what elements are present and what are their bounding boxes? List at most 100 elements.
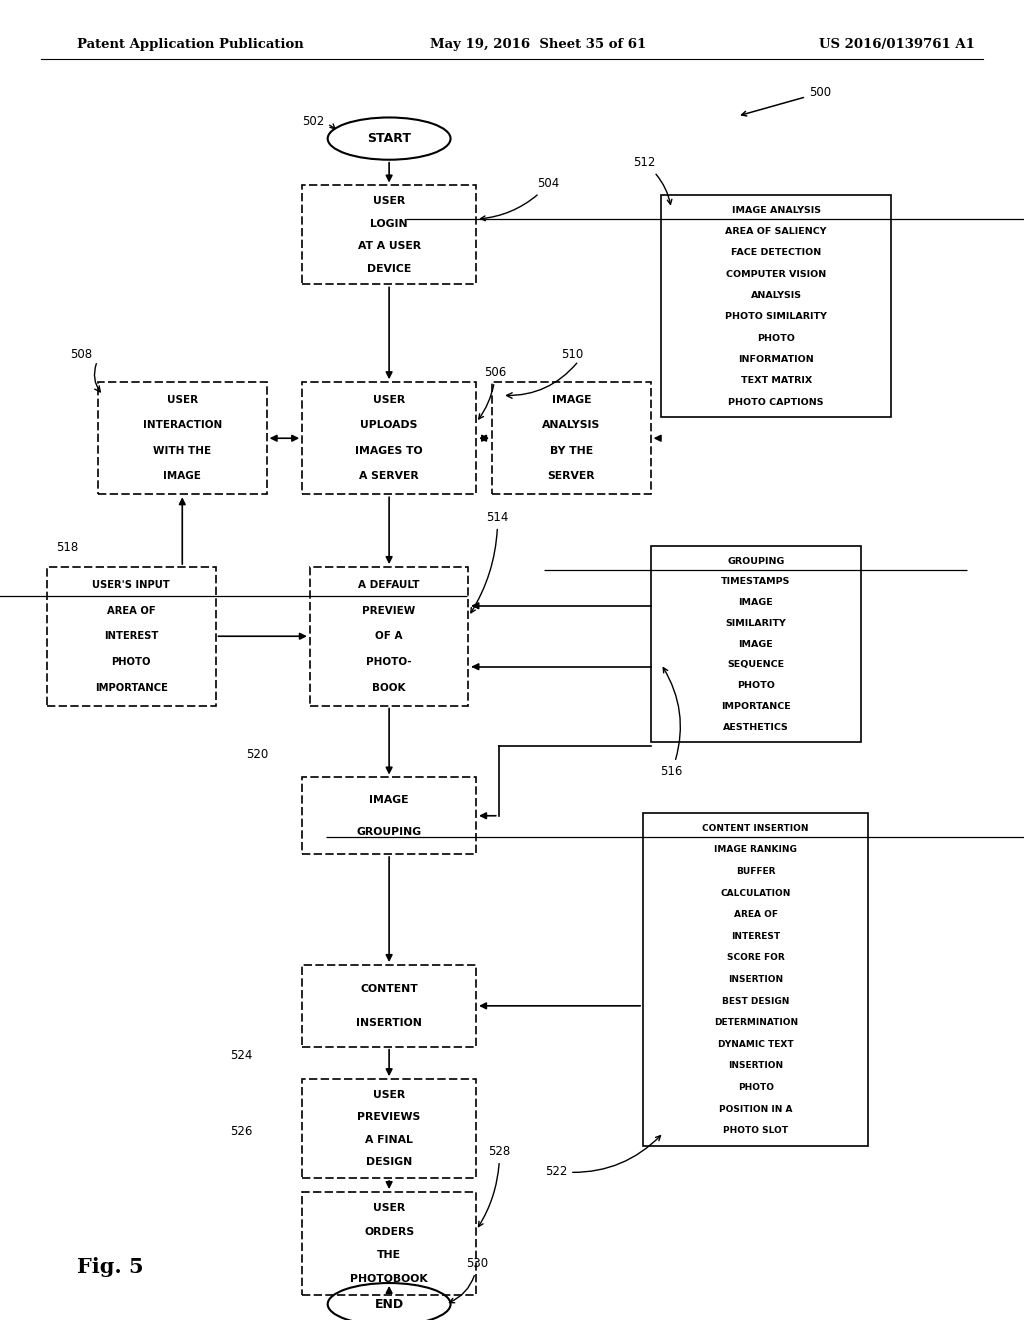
- Text: SERVER: SERVER: [548, 471, 595, 482]
- Text: 512: 512: [633, 156, 672, 205]
- FancyBboxPatch shape: [47, 568, 216, 705]
- Text: 530: 530: [450, 1257, 488, 1303]
- Text: FACE DETECTION: FACE DETECTION: [731, 248, 821, 257]
- Text: IMAGE ANALYSIS: IMAGE ANALYSIS: [732, 206, 820, 215]
- Text: Fig. 5: Fig. 5: [77, 1257, 143, 1278]
- Text: POSITION IN A: POSITION IN A: [719, 1105, 793, 1114]
- Text: INFORMATION: INFORMATION: [738, 355, 814, 364]
- Text: AT A USER: AT A USER: [357, 242, 421, 251]
- Text: 506: 506: [479, 366, 507, 418]
- Text: SCORE FOR: SCORE FOR: [727, 953, 784, 962]
- Text: BY THE: BY THE: [550, 446, 593, 455]
- Text: UPLOADS: UPLOADS: [360, 421, 418, 430]
- Text: SIMILARITY: SIMILARITY: [725, 619, 786, 628]
- Text: 520: 520: [246, 747, 268, 760]
- Text: IMAGE: IMAGE: [164, 471, 201, 482]
- Text: Patent Application Publication: Patent Application Publication: [77, 38, 303, 51]
- FancyBboxPatch shape: [302, 1192, 476, 1295]
- Text: 514: 514: [471, 511, 509, 612]
- Text: 518: 518: [56, 541, 79, 554]
- Text: IMAGE: IMAGE: [552, 395, 591, 405]
- Text: USER: USER: [373, 1090, 406, 1100]
- Text: USER: USER: [373, 1204, 406, 1213]
- Text: PHOTO SIMILARITY: PHOTO SIMILARITY: [725, 313, 827, 321]
- FancyBboxPatch shape: [493, 383, 651, 494]
- Text: US 2016/0139761 A1: US 2016/0139761 A1: [819, 38, 975, 51]
- Text: 500: 500: [741, 86, 831, 116]
- Text: 504: 504: [480, 177, 560, 220]
- Text: DEVICE: DEVICE: [367, 264, 412, 273]
- FancyBboxPatch shape: [302, 965, 476, 1047]
- Text: INSERTION: INSERTION: [356, 1018, 422, 1028]
- Text: INTEREST: INTEREST: [731, 932, 780, 941]
- FancyBboxPatch shape: [302, 777, 476, 854]
- Text: GROUPING: GROUPING: [727, 557, 784, 565]
- Text: DESIGN: DESIGN: [366, 1158, 413, 1167]
- Text: PHOTO: PHOTO: [737, 681, 774, 690]
- FancyBboxPatch shape: [662, 195, 891, 417]
- Text: PHOTO SLOT: PHOTO SLOT: [723, 1126, 788, 1135]
- Text: USER: USER: [373, 197, 406, 206]
- Text: A FINAL: A FINAL: [366, 1135, 413, 1144]
- FancyBboxPatch shape: [302, 1080, 476, 1179]
- Text: 526: 526: [230, 1125, 253, 1138]
- Text: DETERMINATION: DETERMINATION: [714, 1018, 798, 1027]
- Text: PHOTO: PHOTO: [758, 334, 795, 343]
- FancyBboxPatch shape: [302, 383, 476, 494]
- Text: 516: 516: [660, 668, 683, 777]
- Text: 524: 524: [230, 1049, 253, 1063]
- Text: PHOTO-: PHOTO-: [367, 657, 412, 667]
- Text: ANALYSIS: ANALYSIS: [543, 421, 600, 430]
- Text: INSERTION: INSERTION: [728, 975, 783, 983]
- Text: 502: 502: [302, 115, 335, 129]
- Text: 508: 508: [70, 348, 92, 362]
- Text: START: START: [368, 132, 411, 145]
- FancyBboxPatch shape: [651, 546, 860, 742]
- Text: THE: THE: [377, 1250, 401, 1261]
- Text: PHOTO: PHOTO: [737, 1082, 774, 1092]
- Text: AREA OF SALIENCY: AREA OF SALIENCY: [725, 227, 827, 236]
- Text: 528: 528: [478, 1144, 511, 1226]
- Text: USER: USER: [373, 395, 406, 405]
- Text: May 19, 2016  Sheet 35 of 61: May 19, 2016 Sheet 35 of 61: [430, 38, 646, 51]
- Text: TEXT MATRIX: TEXT MATRIX: [740, 376, 812, 385]
- Text: IMAGE RANKING: IMAGE RANKING: [715, 845, 797, 854]
- Text: IMAGE: IMAGE: [738, 598, 773, 607]
- Text: 522: 522: [545, 1135, 660, 1177]
- Text: WITH THE: WITH THE: [154, 446, 211, 455]
- Text: PHOTOBOOK: PHOTOBOOK: [350, 1274, 428, 1283]
- FancyBboxPatch shape: [97, 383, 266, 494]
- Text: INTERACTION: INTERACTION: [142, 421, 222, 430]
- Text: IMPORTANCE: IMPORTANCE: [721, 702, 791, 711]
- Text: USER'S INPUT: USER'S INPUT: [92, 579, 170, 590]
- Text: IMAGES TO: IMAGES TO: [355, 446, 423, 455]
- Text: DYNAMIC TEXT: DYNAMIC TEXT: [718, 1040, 794, 1048]
- Text: BEST DESIGN: BEST DESIGN: [722, 997, 790, 1006]
- Text: PHOTO: PHOTO: [112, 657, 151, 667]
- Text: BOOK: BOOK: [373, 682, 406, 693]
- Text: IMAGE: IMAGE: [738, 640, 773, 648]
- Text: ORDERS: ORDERS: [365, 1226, 414, 1237]
- Text: USER: USER: [167, 395, 198, 405]
- Text: AREA OF: AREA OF: [106, 606, 156, 615]
- Text: PREVIEWS: PREVIEWS: [357, 1113, 421, 1122]
- Text: SEQUENCE: SEQUENCE: [727, 660, 784, 669]
- FancyBboxPatch shape: [643, 813, 868, 1146]
- Text: PREVIEW: PREVIEW: [362, 606, 416, 615]
- Text: CONTENT INSERTION: CONTENT INSERTION: [702, 824, 809, 833]
- Text: LOGIN: LOGIN: [371, 219, 408, 228]
- FancyBboxPatch shape: [309, 568, 469, 705]
- Text: END: END: [375, 1298, 403, 1311]
- Text: 510: 510: [561, 348, 584, 362]
- Text: PHOTO CAPTIONS: PHOTO CAPTIONS: [728, 397, 824, 407]
- Text: INTEREST: INTEREST: [103, 631, 159, 642]
- Text: AESTHETICS: AESTHETICS: [723, 723, 788, 731]
- FancyBboxPatch shape: [302, 186, 476, 285]
- Text: IMAGE: IMAGE: [370, 795, 409, 805]
- Text: BUFFER: BUFFER: [736, 867, 775, 876]
- Text: CALCULATION: CALCULATION: [721, 888, 791, 898]
- Text: OF A: OF A: [376, 631, 402, 642]
- Text: GROUPING: GROUPING: [356, 826, 422, 837]
- Text: INSERTION: INSERTION: [728, 1061, 783, 1071]
- Text: COMPUTER VISION: COMPUTER VISION: [726, 269, 826, 279]
